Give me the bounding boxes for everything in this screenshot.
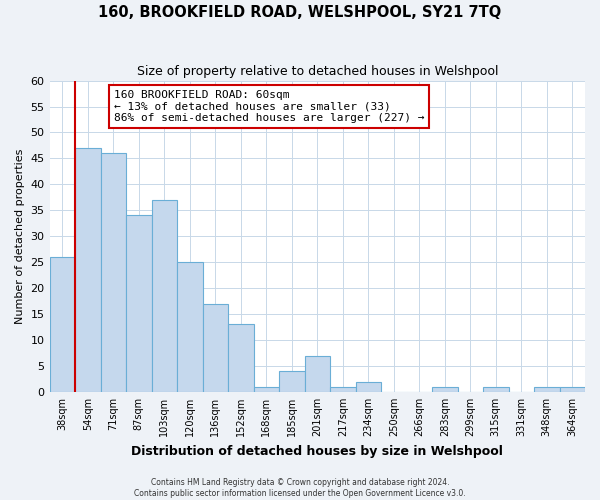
Bar [330, 386, 356, 392]
Bar [126, 216, 152, 392]
Bar [560, 386, 585, 392]
X-axis label: Distribution of detached houses by size in Welshpool: Distribution of detached houses by size … [131, 444, 503, 458]
Y-axis label: Number of detached properties: Number of detached properties [15, 148, 25, 324]
Bar [356, 382, 381, 392]
Title: Size of property relative to detached houses in Welshpool: Size of property relative to detached ho… [137, 65, 498, 78]
Bar [305, 356, 330, 392]
Bar [203, 304, 228, 392]
Bar [534, 386, 560, 392]
Bar [101, 153, 126, 392]
Text: 160, BROOKFIELD ROAD, WELSHPOOL, SY21 7TQ: 160, BROOKFIELD ROAD, WELSHPOOL, SY21 7T… [98, 5, 502, 20]
Text: 160 BROOKFIELD ROAD: 60sqm
← 13% of detached houses are smaller (33)
86% of semi: 160 BROOKFIELD ROAD: 60sqm ← 13% of deta… [114, 90, 424, 123]
Bar [279, 371, 305, 392]
Bar [152, 200, 177, 392]
Bar [177, 262, 203, 392]
Bar [254, 386, 279, 392]
Text: Contains HM Land Registry data © Crown copyright and database right 2024.
Contai: Contains HM Land Registry data © Crown c… [134, 478, 466, 498]
Bar [228, 324, 254, 392]
Bar [50, 257, 75, 392]
Bar [75, 148, 101, 392]
Bar [483, 386, 509, 392]
Bar [432, 386, 458, 392]
